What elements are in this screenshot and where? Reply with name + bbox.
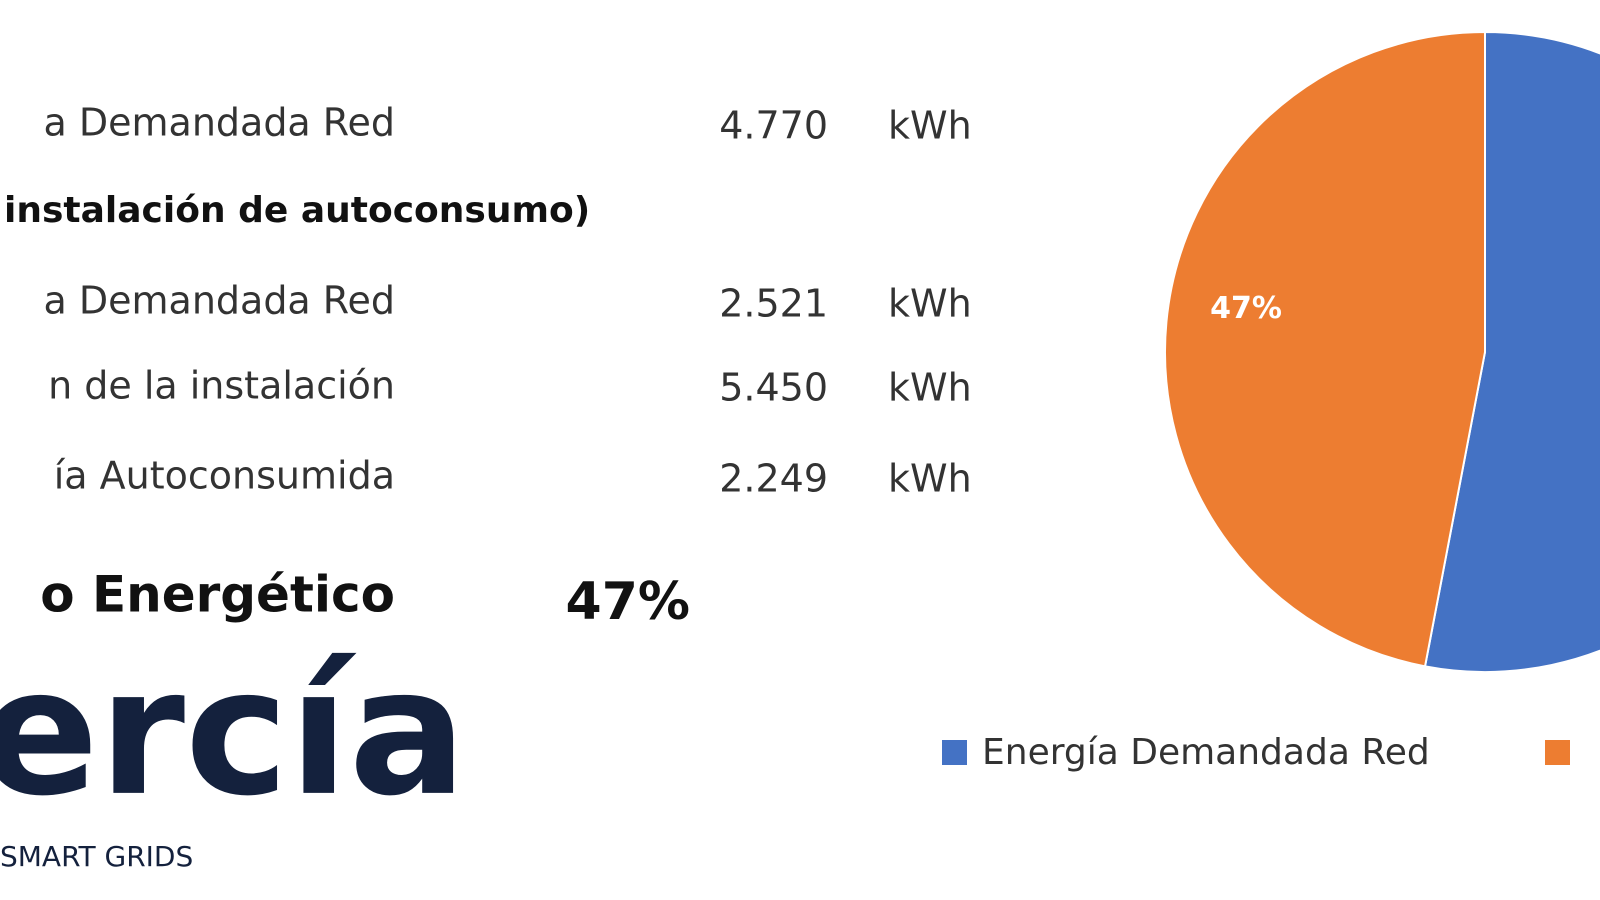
row-unit: kWh: [888, 366, 972, 410]
row-value: 2.521: [719, 282, 828, 326]
row-unit: kWh: [888, 282, 972, 326]
pie-slice: [1164, 30, 1486, 668]
row-value: 2.249: [719, 457, 828, 501]
row-unit: kWh: [888, 104, 972, 148]
logo-tagline: SMART GRIDS: [0, 840, 193, 873]
row-value: 4.770: [719, 104, 828, 148]
row-value: 5.450: [719, 366, 828, 410]
row-label: a Demandada Red: [44, 101, 395, 145]
logo-wordmark: ercía: [0, 632, 467, 835]
row-label: ía Autoconsumida: [54, 454, 395, 498]
legend-swatch: [1545, 740, 1570, 765]
section-heading: instalación de autoconsumo): [4, 190, 590, 231]
row-label: a Demandada Red: [44, 279, 395, 323]
legend-label: Energía Demandada Red: [982, 732, 1430, 773]
slice-label: 47%: [1210, 291, 1282, 326]
kpi-value: 47%: [566, 572, 690, 632]
pie-slice: [1423, 30, 1600, 673]
legend-swatch: [942, 740, 967, 765]
row-unit: kWh: [888, 457, 972, 501]
row-label: n de la instalación: [48, 364, 395, 408]
kpi-label: o Energético: [40, 566, 395, 624]
